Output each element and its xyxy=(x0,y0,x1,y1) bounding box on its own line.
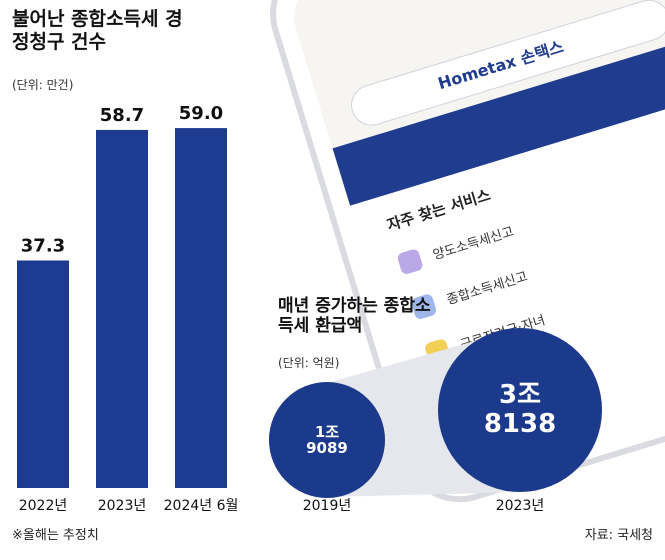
bar xyxy=(175,128,227,488)
icon xyxy=(411,294,437,319)
bubble xyxy=(268,381,386,499)
bar xyxy=(96,129,148,488)
icon xyxy=(397,249,423,274)
menu-band xyxy=(332,37,665,206)
value-label: 58.7 xyxy=(100,105,144,126)
x-tick-label: 2023년 xyxy=(98,498,147,514)
note: ※올해는 추정치 xyxy=(12,528,99,543)
x-tick-label: 2022년 xyxy=(19,498,68,514)
x-tick-label: 2019년 xyxy=(303,498,352,514)
search-box xyxy=(351,0,665,126)
value-label: 37.3 xyxy=(21,235,65,256)
chart-title: 불어난 종합소득세 경정청구 건수 xyxy=(12,8,183,53)
bubble xyxy=(437,327,603,493)
x-tick-label: 2024년 6월 xyxy=(164,498,239,514)
bar xyxy=(17,260,69,488)
value-label: 1조 9089 xyxy=(306,422,348,457)
source: 자료: 국세청 xyxy=(584,528,653,543)
value-label: 59.0 xyxy=(179,103,223,124)
value-label: 3조 8138 xyxy=(483,380,557,439)
chart-subtitle: (단위: 억원) xyxy=(278,356,340,370)
x-tick-label: 2023년 xyxy=(496,498,545,514)
chart-subtitle: (단위: 만건) xyxy=(12,78,74,92)
chart-title: 매년 증가하는 종합소득세 환급액 xyxy=(278,296,431,337)
